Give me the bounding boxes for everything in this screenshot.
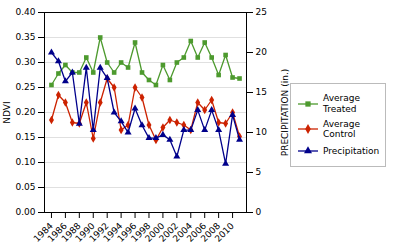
svg-text:0.05: 0.05 (15, 182, 35, 192)
svg-text:25: 25 (256, 7, 267, 17)
svg-text:2008: 2008 (198, 220, 223, 244)
svg-text:15: 15 (256, 87, 267, 97)
svg-text:2000: 2000 (143, 220, 167, 244)
svg-text:0.20: 0.20 (15, 107, 35, 117)
html-text:Average Treated: Average Treated (323, 93, 360, 114)
svg-text:10: 10 (256, 127, 268, 137)
html-text:Precipitation: Precipitation (323, 145, 380, 156)
svg-text:0: 0 (256, 207, 262, 217)
svg-text:2006: 2006 (184, 220, 209, 244)
svg-text:1984: 1984 (31, 220, 55, 244)
svg-text:0.25: 0.25 (15, 82, 35, 92)
html-text:Average Control: Average Control (323, 119, 360, 140)
svg-text:1988: 1988 (59, 220, 83, 244)
svg-text:2002: 2002 (157, 220, 181, 244)
svg-text:0.00: 0.00 (15, 207, 35, 217)
svg-text:2010: 2010 (213, 221, 236, 244)
svg-text:5: 5 (256, 167, 262, 177)
svg-text:0.30: 0.30 (15, 57, 35, 67)
svg-text:20: 20 (256, 47, 268, 57)
svg-text:1998: 1998 (129, 220, 153, 244)
svg-text:0.35: 0.35 (15, 32, 35, 42)
svg-text:2004: 2004 (171, 220, 195, 244)
svg-text:0.15: 0.15 (15, 132, 35, 142)
svg-text:NDVI: NDVI (2, 101, 12, 123)
svg-text:0.10: 0.10 (15, 157, 35, 167)
svg-text:0.40: 0.40 (15, 7, 35, 17)
svg-text:1986: 1986 (45, 220, 69, 244)
svg-text:1992: 1992 (87, 220, 111, 244)
svg-text:1996: 1996 (115, 220, 139, 244)
svg-text:1990: 1990 (73, 220, 97, 244)
svg-text:PRECIPITATION (in.): PRECIPITATION (in.) (280, 69, 290, 157)
svg-text:1994: 1994 (101, 220, 125, 244)
